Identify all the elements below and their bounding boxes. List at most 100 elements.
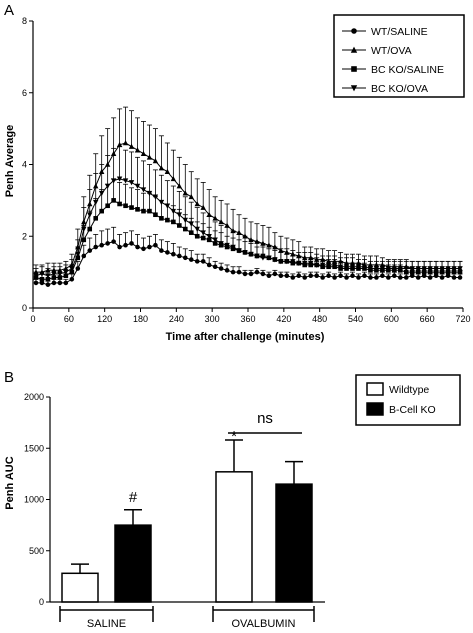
data-point — [164, 168, 171, 174]
data-point — [224, 242, 230, 249]
data-point — [308, 260, 314, 267]
data-point — [164, 203, 171, 209]
data-point — [33, 280, 39, 286]
data-point — [254, 269, 260, 275]
data-point — [427, 266, 433, 272]
data-point — [409, 269, 415, 275]
data-point — [451, 269, 457, 275]
data-point — [373, 266, 380, 272]
data-point — [326, 273, 331, 279]
data-point — [171, 219, 176, 225]
data-point — [188, 221, 194, 227]
bar-wildtype-saline — [61, 572, 99, 603]
data-point — [397, 266, 403, 272]
data-point — [397, 275, 403, 280]
data-point — [110, 178, 117, 184]
data-point — [141, 208, 146, 214]
bar-b-cell-ko-saline — [114, 524, 152, 603]
data-point — [57, 271, 63, 277]
panel-a-series-wt-ova — [33, 106, 463, 275]
data-point — [93, 216, 99, 221]
data-point — [158, 165, 165, 171]
data-point — [302, 260, 308, 267]
data-point — [355, 264, 362, 270]
bar-b-cell-ko-ovalbumin — [275, 483, 313, 603]
data-point — [391, 266, 398, 272]
data-point — [212, 241, 218, 246]
legend-label: BC KO/SALINE — [371, 64, 444, 76]
data-point — [128, 143, 135, 149]
data-point — [111, 198, 116, 203]
data-point — [331, 262, 338, 268]
panel-b-label: B — [4, 369, 14, 386]
legend-label: WT/OVA — [371, 45, 412, 57]
data-point — [218, 219, 224, 225]
data-point — [87, 226, 93, 232]
data-point — [188, 257, 194, 262]
data-point — [313, 262, 320, 268]
bar-wildtype-ovalbumin — [215, 471, 253, 603]
data-point — [33, 273, 39, 279]
data-point — [427, 269, 433, 275]
data-point — [403, 275, 409, 280]
data-point — [128, 180, 135, 186]
data-point — [415, 275, 421, 280]
data-point — [403, 269, 409, 275]
data-point — [266, 273, 272, 279]
panel-a-series-wt-saline — [33, 226, 463, 287]
panel-a-label: A — [4, 2, 14, 19]
data-point — [320, 275, 325, 280]
data-point — [367, 266, 374, 272]
data-point — [385, 266, 392, 272]
data-point — [147, 244, 152, 250]
data-point — [159, 216, 164, 221]
significance-marker-star: * — [231, 428, 237, 445]
panel-a-x-tick-label: 180 — [133, 314, 148, 324]
data-point — [146, 190, 153, 197]
data-point — [296, 273, 302, 279]
legend-swatch — [366, 382, 384, 396]
data-point — [129, 241, 134, 246]
series-line — [36, 142, 460, 273]
data-point — [218, 241, 224, 247]
data-point — [182, 190, 188, 196]
panel-a-x-axis-title: Time after challenge (minutes) — [166, 331, 325, 343]
data-point — [182, 217, 188, 224]
data-point — [343, 264, 350, 270]
data-point — [116, 176, 123, 182]
data-point — [248, 251, 254, 258]
data-point — [433, 266, 439, 272]
panel-b-y-tick-label: 2000 — [24, 392, 44, 402]
data-point — [105, 203, 110, 209]
data-point — [290, 259, 296, 265]
data-point — [415, 269, 421, 275]
data-point — [57, 275, 63, 280]
data-point — [439, 269, 445, 275]
data-point — [230, 244, 236, 250]
data-point — [152, 158, 159, 164]
data-point — [81, 253, 87, 259]
data-point — [338, 273, 343, 279]
data-point — [457, 266, 463, 272]
data-point — [122, 140, 129, 146]
data-point — [111, 239, 116, 244]
data-point — [141, 246, 146, 252]
data-point — [176, 212, 183, 218]
data-point — [51, 275, 57, 280]
legend-label: BC KO/OVA — [371, 83, 428, 95]
data-point — [75, 251, 81, 258]
panel-a-series-bc-ko-saline — [33, 178, 463, 282]
data-point — [236, 229, 242, 235]
data-point — [182, 226, 188, 232]
data-point — [206, 262, 212, 268]
data-point — [272, 271, 278, 277]
data-point — [319, 262, 326, 268]
data-point — [392, 273, 397, 279]
panel-a-y-tick-label: 8 — [22, 16, 27, 26]
data-point — [116, 141, 123, 148]
data-point — [266, 255, 272, 261]
panel-a-y-tick-label: 0 — [22, 303, 27, 313]
data-point — [129, 205, 134, 210]
panel-a-series-bc-ko-ova — [33, 146, 463, 279]
data-point — [200, 204, 206, 210]
